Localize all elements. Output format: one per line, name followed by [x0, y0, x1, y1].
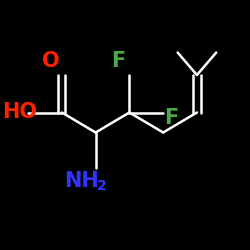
Text: NH: NH — [64, 171, 98, 191]
Text: O: O — [42, 51, 60, 71]
Text: F: F — [112, 51, 126, 71]
Text: F: F — [164, 108, 179, 128]
Text: HO: HO — [2, 102, 37, 122]
Text: 2: 2 — [97, 179, 106, 193]
